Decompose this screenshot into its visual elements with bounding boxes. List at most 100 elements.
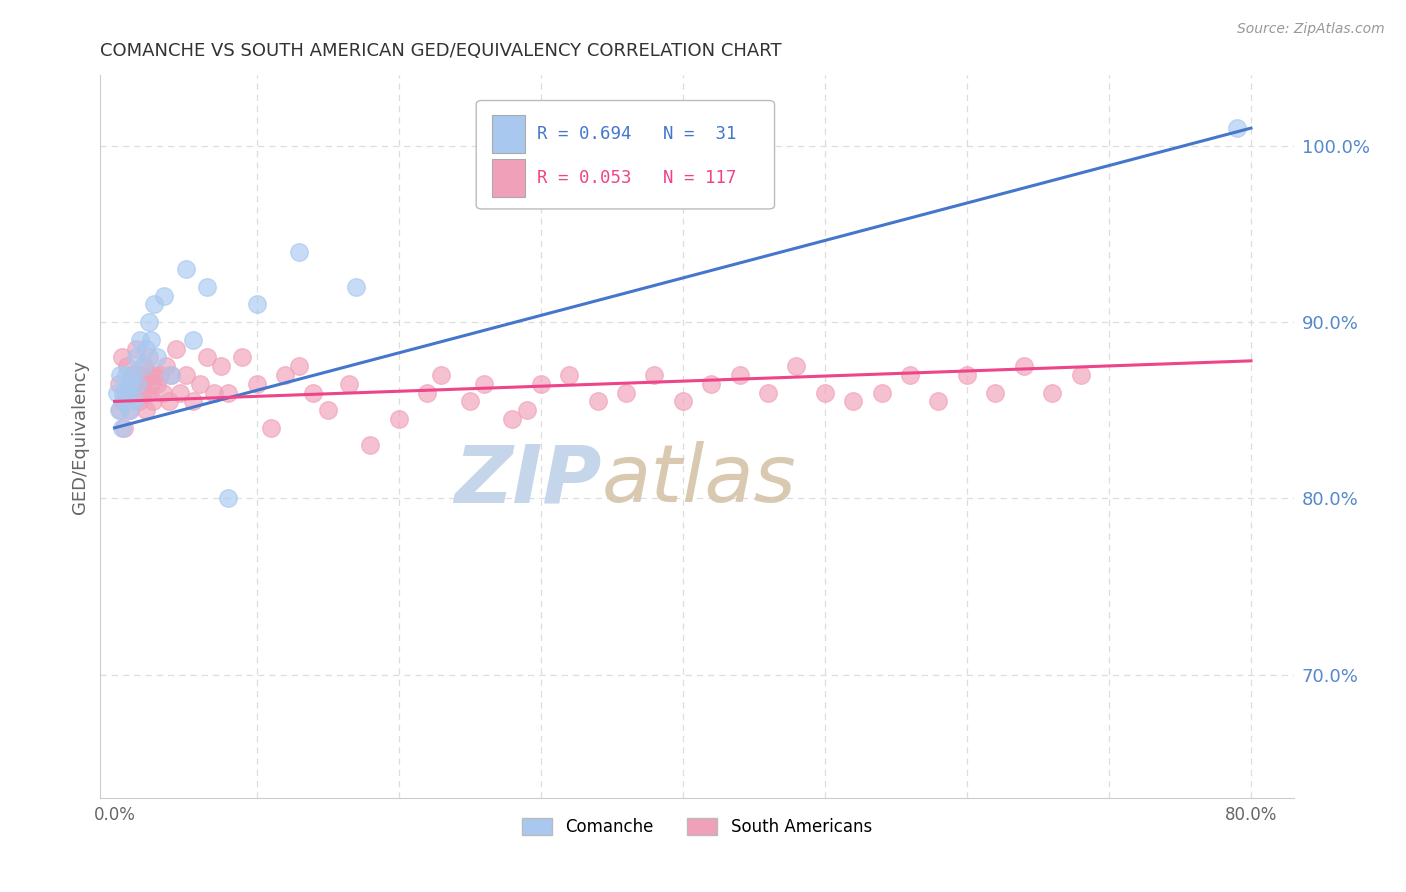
Point	[112, 385, 135, 400]
Point	[127, 385, 149, 400]
Point	[217, 491, 239, 506]
Point	[153, 288, 176, 302]
Point	[121, 368, 143, 382]
Point	[135, 403, 157, 417]
Point	[458, 394, 481, 409]
Point	[174, 368, 197, 382]
Point	[515, 403, 537, 417]
Point	[117, 359, 139, 373]
Point	[586, 394, 609, 409]
Text: ZIP: ZIP	[454, 441, 602, 519]
Point	[1069, 368, 1091, 382]
Point	[337, 376, 360, 391]
Bar	[492, 115, 524, 153]
Point	[132, 359, 155, 373]
Point	[127, 376, 149, 391]
Point	[756, 385, 779, 400]
Text: R = 0.053   N = 117: R = 0.053 N = 117	[537, 169, 737, 186]
Point	[121, 368, 143, 382]
Point	[141, 376, 163, 391]
Point	[115, 368, 138, 382]
Point	[501, 412, 523, 426]
Point	[530, 376, 553, 391]
Point	[114, 421, 136, 435]
Point	[416, 385, 439, 400]
Point	[956, 368, 979, 382]
Point	[359, 438, 381, 452]
Point	[181, 394, 204, 409]
Point	[155, 359, 177, 373]
Point	[302, 385, 325, 400]
Point	[110, 368, 132, 382]
Point	[898, 368, 921, 382]
Point	[430, 368, 453, 382]
Y-axis label: GED/Equivalency: GED/Equivalency	[72, 359, 89, 514]
Point	[111, 351, 134, 365]
Point	[124, 368, 146, 382]
Point	[1226, 121, 1249, 136]
Point	[157, 394, 180, 409]
Point	[558, 368, 581, 382]
Point	[115, 385, 138, 400]
Point	[842, 394, 865, 409]
Point	[388, 412, 411, 426]
Point	[129, 376, 152, 391]
Point	[136, 385, 159, 400]
Point	[117, 385, 139, 400]
Point	[202, 385, 225, 400]
Point	[814, 385, 837, 400]
Point	[146, 376, 169, 391]
Point	[125, 342, 148, 356]
Point	[643, 368, 665, 382]
Point	[614, 385, 637, 400]
Point	[118, 385, 141, 400]
Point	[160, 368, 183, 382]
Point	[165, 342, 187, 356]
Point	[111, 421, 134, 435]
Point	[195, 280, 218, 294]
Point	[125, 351, 148, 365]
Point	[246, 297, 269, 311]
Point	[231, 351, 253, 365]
Point	[143, 368, 166, 382]
Point	[181, 333, 204, 347]
Text: atlas: atlas	[602, 441, 796, 519]
Point	[288, 359, 311, 373]
Point	[217, 385, 239, 400]
Point	[108, 403, 131, 417]
Point	[672, 394, 695, 409]
Point	[131, 368, 153, 382]
Point	[195, 351, 218, 365]
Point	[134, 359, 156, 373]
Point	[112, 394, 135, 409]
Point	[124, 394, 146, 409]
Point	[288, 244, 311, 259]
Point	[122, 376, 145, 391]
Point	[472, 376, 495, 391]
Point	[1012, 359, 1035, 373]
Point	[120, 403, 142, 417]
Point	[927, 394, 949, 409]
Legend: Comanche, South Americans: Comanche, South Americans	[513, 809, 880, 844]
Point	[135, 342, 157, 356]
Point	[700, 376, 723, 391]
Point	[105, 385, 128, 400]
Point	[143, 297, 166, 311]
Point	[129, 333, 152, 347]
Point	[152, 385, 174, 400]
Point	[146, 351, 169, 365]
Point	[1040, 385, 1063, 400]
Point	[141, 333, 163, 347]
Point	[114, 394, 136, 409]
Point	[139, 368, 162, 382]
Point	[870, 385, 893, 400]
Text: Source: ZipAtlas.com: Source: ZipAtlas.com	[1237, 22, 1385, 37]
Point	[188, 376, 211, 391]
Point	[260, 421, 283, 435]
Point	[174, 262, 197, 277]
Point	[132, 385, 155, 400]
Point	[108, 376, 131, 391]
Point	[138, 315, 160, 329]
Point	[984, 385, 1007, 400]
Point	[160, 368, 183, 382]
